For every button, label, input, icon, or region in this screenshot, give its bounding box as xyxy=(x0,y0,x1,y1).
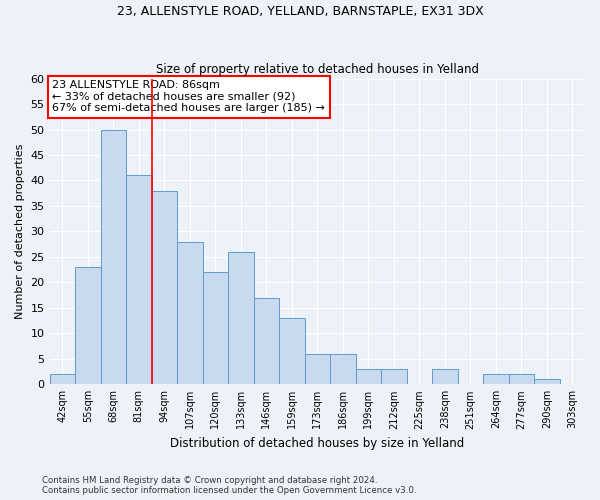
Y-axis label: Number of detached properties: Number of detached properties xyxy=(15,144,25,319)
Bar xyxy=(279,318,305,384)
Bar xyxy=(432,369,458,384)
Text: 23, ALLENSTYLE ROAD, YELLAND, BARNSTAPLE, EX31 3DX: 23, ALLENSTYLE ROAD, YELLAND, BARNSTAPLE… xyxy=(116,5,484,18)
Bar xyxy=(534,379,560,384)
Bar xyxy=(126,176,152,384)
Bar xyxy=(50,374,75,384)
Bar xyxy=(152,190,177,384)
Bar xyxy=(203,272,228,384)
Bar xyxy=(101,130,126,384)
Text: Contains HM Land Registry data © Crown copyright and database right 2024.
Contai: Contains HM Land Registry data © Crown c… xyxy=(42,476,416,495)
Bar xyxy=(228,252,254,384)
Title: Size of property relative to detached houses in Yelland: Size of property relative to detached ho… xyxy=(156,63,479,76)
Bar xyxy=(177,242,203,384)
Bar xyxy=(509,374,534,384)
Bar xyxy=(254,298,279,384)
Bar xyxy=(305,354,330,384)
Bar xyxy=(330,354,356,384)
Bar xyxy=(75,267,101,384)
Bar xyxy=(381,369,407,384)
Text: 23 ALLENSTYLE ROAD: 86sqm
← 33% of detached houses are smaller (92)
67% of semi-: 23 ALLENSTYLE ROAD: 86sqm ← 33% of detac… xyxy=(52,80,325,114)
X-axis label: Distribution of detached houses by size in Yelland: Distribution of detached houses by size … xyxy=(170,437,464,450)
Bar xyxy=(483,374,509,384)
Bar xyxy=(356,369,381,384)
